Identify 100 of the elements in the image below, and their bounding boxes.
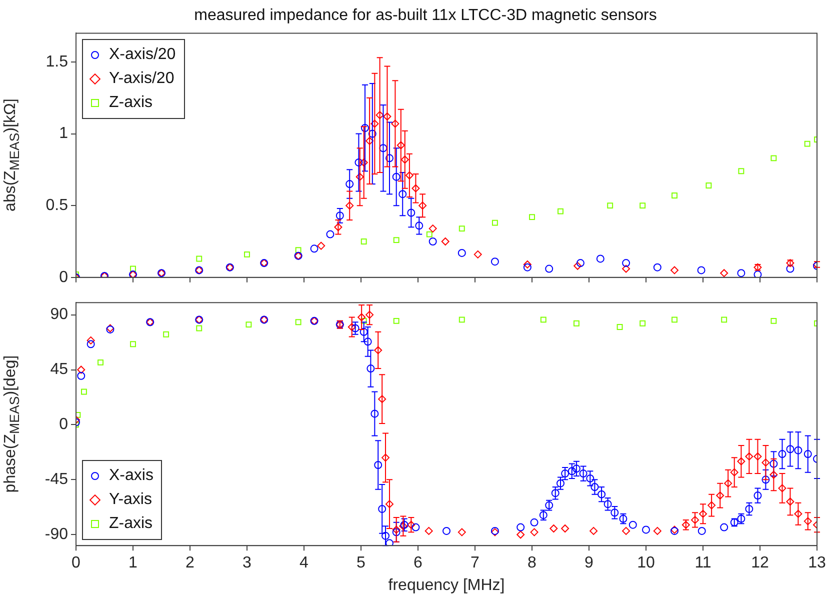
point [604,500,612,508]
point [415,222,424,230]
point [568,467,576,476]
point [653,263,662,272]
point [163,331,170,338]
point [392,528,400,536]
point [130,266,136,272]
point [545,264,554,273]
point [360,158,368,166]
point [794,510,802,518]
point [98,359,104,366]
point [418,202,427,210]
point [383,112,392,121]
point [738,168,744,174]
point [697,266,706,274]
point [346,180,354,188]
point [640,320,646,326]
y-tick-label: 90 [50,306,68,324]
point [576,259,584,268]
x-axis-title: frequency [MHz] [388,576,505,594]
point [556,479,564,488]
point [428,237,437,246]
point [400,156,409,164]
y-tick-label: 45 [50,361,68,378]
point [691,516,700,524]
x-tick-label: 6 [414,554,423,572]
point [374,461,382,470]
point [354,158,363,166]
point [346,202,354,210]
point [529,214,535,220]
point [86,340,95,348]
point [317,242,326,250]
point [374,346,382,354]
point [628,520,637,529]
point [130,341,136,348]
point [574,262,582,270]
x-tick-label: 2 [186,554,195,572]
point [716,492,724,500]
point [360,328,368,336]
point [622,264,630,273]
point [358,313,366,322]
point [366,364,375,373]
point [706,182,712,188]
point [382,532,390,540]
point [386,500,394,508]
point [360,238,367,244]
point [492,220,498,226]
x-tick-label: 0 [72,554,81,572]
point [370,120,379,128]
point [246,322,252,328]
point [622,259,630,268]
point [378,504,386,513]
x-tick-label: 9 [584,554,594,572]
y-tick-label: 0 [59,416,68,434]
point [244,251,250,258]
point [642,526,650,534]
point [458,226,465,232]
point [558,208,564,214]
point [360,318,367,324]
point [794,446,802,454]
point [348,323,356,332]
x-tick-label: 5 [356,554,366,572]
point [523,260,532,268]
point [550,524,558,533]
point [76,412,81,418]
legend-label: Z-axis [109,93,153,114]
legend-label: X-axis [109,466,154,486]
y-tick-label: -90 [44,526,68,544]
point [762,476,770,484]
point [598,490,606,498]
point [572,464,580,473]
point [804,140,810,147]
point [573,320,580,326]
legend-label: Z-axis [109,514,153,534]
y-tick-label: 1 [59,125,68,142]
point [778,450,786,458]
point [295,319,302,326]
point [670,266,678,274]
x-tick-label: 13 [808,554,826,572]
point [196,325,202,332]
point [386,154,394,162]
legend-label: Y-axis [109,490,152,510]
x-tick-label: 3 [242,554,252,572]
point [326,230,334,238]
point [786,264,794,273]
y-tick-label: 1.5 [46,53,68,70]
point [745,452,754,460]
point [551,489,560,498]
point [590,526,598,535]
x-tick-label: 1 [128,554,138,572]
point [786,445,794,454]
point [441,237,450,246]
point [77,372,86,380]
x-tick-label: 12 [751,554,769,572]
point [77,366,86,374]
point [393,237,400,244]
point [405,171,414,180]
point [754,492,762,500]
point [724,479,732,488]
point [351,324,360,332]
